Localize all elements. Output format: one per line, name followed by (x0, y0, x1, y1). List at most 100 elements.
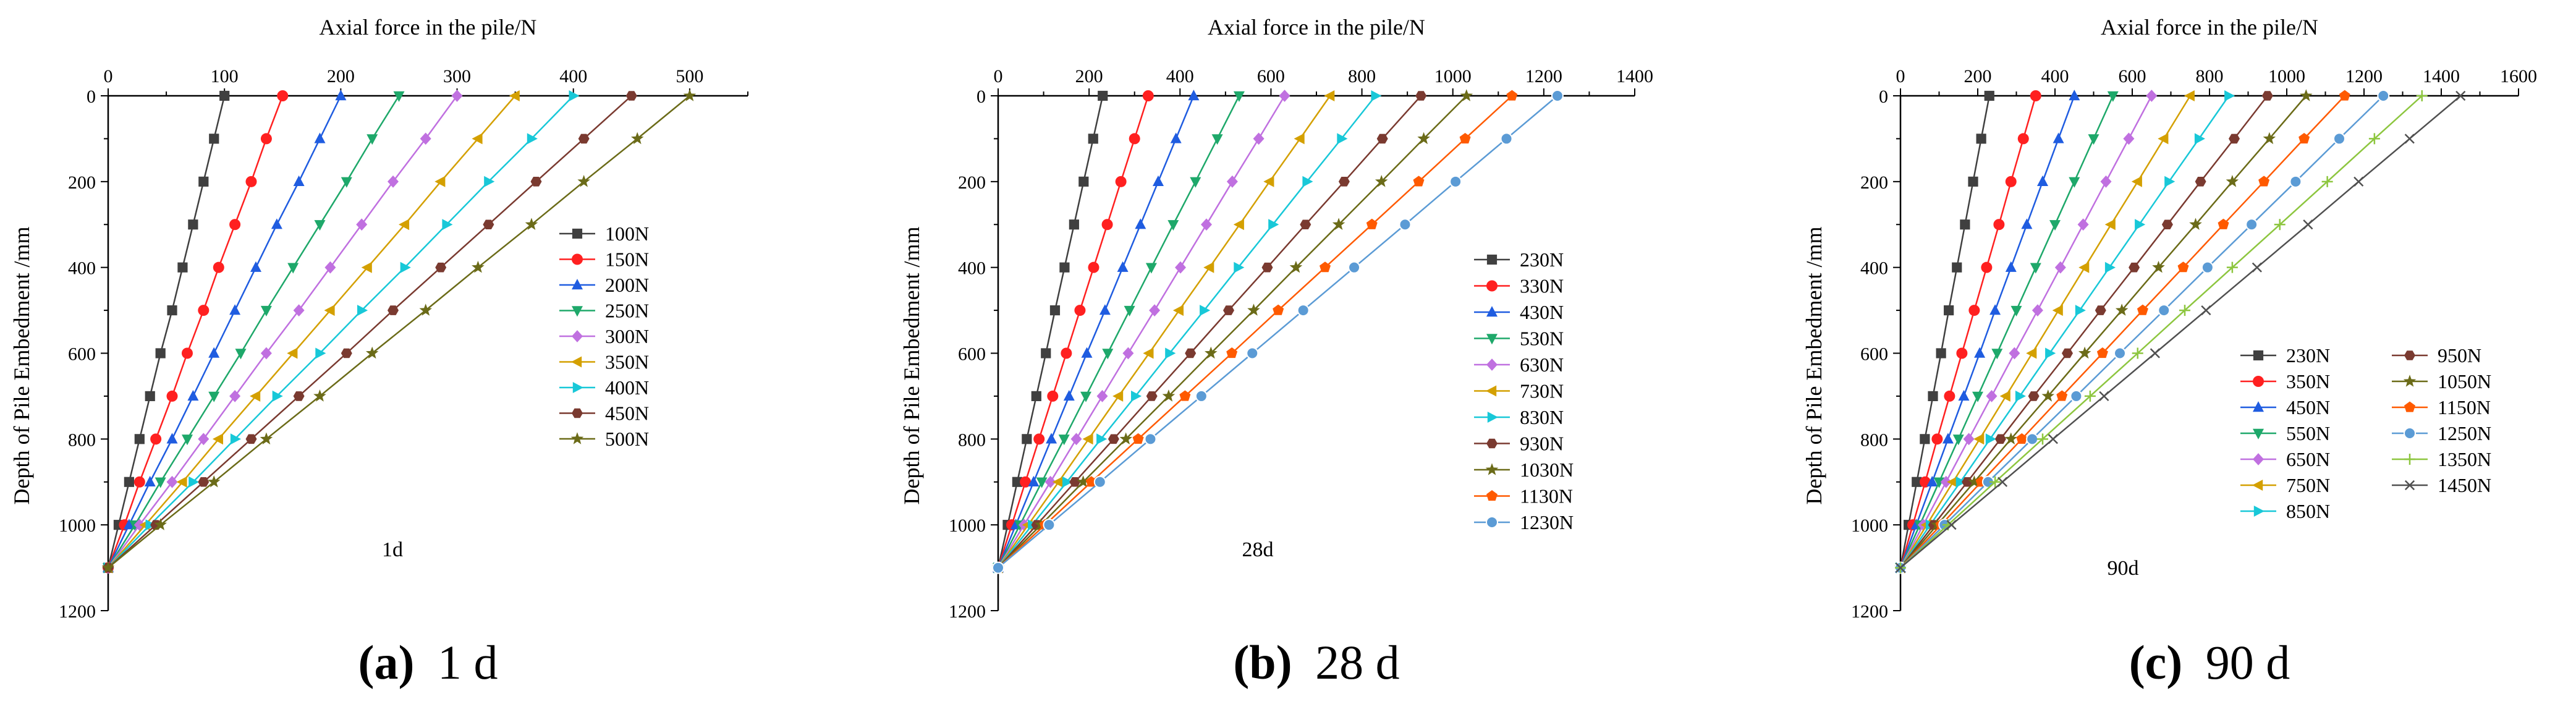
data-point (1102, 349, 1114, 360)
data-point (1115, 176, 1127, 187)
caption-c: (c) 90 d (2129, 635, 2290, 689)
data-point (577, 175, 590, 187)
series-line (1899, 95, 2230, 569)
legend: 100N 150N 200N 250N 300N 350N 400N 450N 500N (559, 223, 649, 450)
data-point (198, 176, 209, 187)
series-1030N (991, 89, 1473, 574)
data-point (287, 347, 298, 359)
data-point (2261, 91, 2273, 101)
series-line (1900, 95, 2462, 569)
legend-marker (2404, 350, 2415, 360)
data-point (2252, 262, 2262, 273)
series-line (1899, 95, 2191, 569)
data-point (2078, 261, 2090, 273)
data-point (2339, 90, 2350, 101)
legend-entry: 1130N (1474, 485, 1573, 507)
data-point (1070, 433, 1082, 446)
data-point (365, 346, 379, 359)
data-point (2088, 134, 2099, 145)
series-150N (103, 90, 289, 574)
data-point (212, 433, 223, 445)
y-tick-label: 400 (1860, 258, 1888, 279)
data-point (1247, 303, 1260, 316)
data-point (1069, 219, 1079, 230)
data-point (230, 433, 241, 445)
series-730N (992, 90, 1335, 574)
y-tick-label: 1000 (949, 515, 986, 536)
legend-label: 1250N (2438, 422, 2491, 444)
data-point (2455, 90, 2466, 101)
legend-marker (1486, 438, 1498, 449)
legend-entry: 550N (2240, 422, 2330, 444)
data-point (1058, 435, 1070, 446)
legend-marker (572, 253, 583, 265)
data-point (2226, 261, 2238, 273)
data-point (166, 475, 178, 488)
data-point (260, 432, 273, 445)
data-point (1012, 477, 1022, 487)
legend-entry: 230N (1474, 248, 1564, 271)
data-point (2070, 389, 2083, 402)
data-point (2084, 390, 2096, 402)
series-line (997, 95, 1240, 569)
x-tick-label: 800 (1348, 66, 1376, 87)
legend-marker (2253, 350, 2264, 361)
data-point (1936, 348, 1946, 358)
y-tick-label: 800 (68, 430, 96, 450)
legend-label: 530N (1520, 328, 1564, 350)
data-point (2028, 391, 2040, 401)
legend-entry: 450N (559, 402, 649, 425)
series-430N (993, 90, 1200, 572)
data-point (1020, 476, 1032, 488)
data-point (1999, 390, 2010, 402)
data-point (1043, 519, 1056, 532)
data-point (167, 305, 177, 316)
data-point (625, 91, 637, 101)
legend-marker (1486, 490, 1498, 501)
legend: 230N 350N 450N 550N 650N 750N 850N 950N 1050N 115… (2240, 344, 2491, 522)
data-point (176, 476, 187, 488)
data-point (2226, 175, 2239, 187)
data-point (341, 177, 352, 188)
data-point (229, 304, 241, 315)
series-750N (1894, 90, 2195, 574)
x-tick-label: 0 (104, 66, 113, 87)
legend-marker (1486, 358, 1498, 371)
series-line (998, 95, 1513, 569)
data-point (2048, 434, 2058, 444)
x-tick-label: 400 (559, 66, 587, 87)
data-point (271, 218, 282, 229)
series-1050N (1894, 89, 2313, 574)
legend-marker (570, 432, 584, 444)
data-point (1940, 475, 1952, 488)
data-point (1153, 175, 1164, 186)
series-line (997, 95, 1331, 569)
data-point (181, 347, 193, 359)
data-point (2017, 133, 2029, 145)
data-point (2229, 134, 2240, 144)
legend-marker (2252, 480, 2263, 491)
data-point (1324, 90, 1335, 101)
data-point (1223, 305, 1234, 315)
legend-marker (571, 356, 582, 368)
series-line (997, 95, 1104, 568)
data-point (2026, 347, 2037, 359)
data-point (1962, 477, 1973, 487)
data-point (1061, 347, 1072, 359)
data-point (1226, 347, 1238, 358)
data-point (189, 476, 200, 488)
legend-entry: 1030N (1474, 459, 1574, 481)
data-point (1117, 261, 1129, 272)
data-point (1294, 133, 1305, 145)
data-point (198, 305, 210, 316)
data-point (101, 561, 115, 574)
data-point (133, 476, 145, 488)
data-point (2158, 304, 2171, 317)
data-point (1926, 475, 1938, 486)
legend-label: 1030N (1520, 459, 1574, 481)
data-point (293, 175, 305, 186)
inner-label-a: 1d (382, 538, 403, 561)
data-point (2016, 433, 2028, 444)
data-point (2150, 348, 2160, 358)
